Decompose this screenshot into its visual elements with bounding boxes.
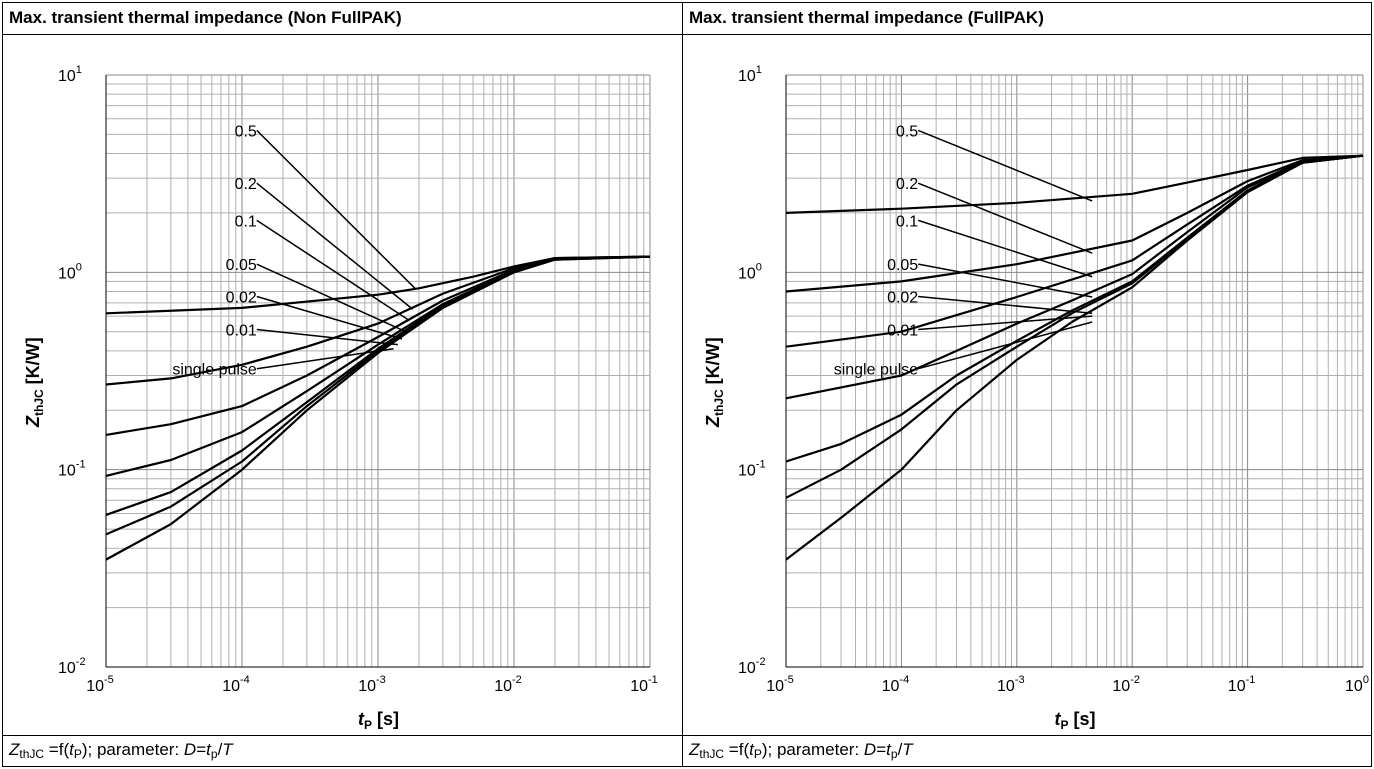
series-group [785, 154, 1364, 561]
series-line-0.02 [785, 154, 1364, 463]
footer-d: D [183, 740, 197, 759]
annotation-label: 0.01 [887, 322, 918, 339]
x-axis-title: tP [s] [358, 709, 399, 732]
annotation-label: 0.02 [887, 289, 918, 306]
y-tick-label: 10-1 [58, 459, 86, 480]
y-tick-label: 100 [58, 261, 82, 282]
panel-footer: ZthJC =f(tP); parameter: D=tp/T [3, 736, 682, 766]
x-tick-label: 10-5 [86, 674, 114, 695]
footer-d: D [863, 740, 877, 759]
series-line-0.05 [785, 154, 1364, 400]
x-tick-label: 10-3 [997, 674, 1025, 695]
annotation-leader [917, 182, 1093, 254]
x-tick-label: 10-5 [766, 674, 794, 695]
annotation-label: single pulse [834, 362, 919, 379]
footer-T: T [222, 740, 233, 759]
footer-z: Z [689, 740, 700, 759]
footer-z: Z [9, 740, 20, 759]
footer-tp: t [69, 740, 74, 759]
chart-fullpak: 10-5 10-4 10-3 10-2 10-1 100 10-2 10-1 100 101 tP … [683, 35, 1371, 736]
annotation-leader [256, 295, 403, 340]
annotation-leader [256, 328, 398, 346]
series-line-0.1 [785, 154, 1364, 348]
annotation-label: 0.02 [226, 289, 257, 306]
footer-eq2: = [196, 740, 207, 759]
footer-tp: t [749, 740, 754, 759]
footer-t2: t [886, 740, 891, 759]
x-tick-label: 10-3 [358, 674, 386, 695]
y-tick-label: 101 [738, 64, 762, 85]
y-axis-title: ZthJC [K/W] [23, 337, 46, 428]
chart-non-fullpak: 10-5 10-4 10-3 10-2 10-1 10-2 10-1 100 101 tP [s]… [3, 35, 682, 736]
footer-t2-sub: p [890, 747, 898, 761]
x-tick-label: 10-2 [494, 674, 522, 695]
annotation-leader [256, 348, 394, 370]
series-line-0.2 [785, 154, 1364, 293]
footer-tp-sub: P [753, 747, 762, 761]
series-line-0.5 [785, 154, 1364, 214]
footer-eq2: = [876, 740, 887, 759]
annotation-leader [918, 321, 1093, 370]
annotation-leader [256, 182, 414, 310]
panel-header: Max. transient thermal impedance (FullPA… [683, 3, 1371, 35]
annotation-leader [918, 295, 1093, 315]
chart-svg: 10-5 10-4 10-3 10-2 10-1 100 10-2 10-1 100 101 tP … [703, 64, 1369, 732]
annotation-label: 0.1 [896, 213, 918, 230]
x-tick-label: 10-1 [1228, 674, 1256, 695]
footer-mid: ); parameter: [81, 740, 184, 759]
annotation-leader [917, 219, 1093, 278]
x-tick-label: 100 [1345, 674, 1369, 695]
annotation-label: 0.5 [235, 123, 257, 140]
annotation-leader [918, 263, 1093, 298]
x-tick-label: 10-2 [1112, 674, 1140, 695]
x-tick-label: 10-4 [882, 674, 910, 695]
annotation-label: 0.05 [887, 257, 918, 274]
annotation-label: 0.01 [226, 322, 257, 339]
x-tick-label: 10-1 [630, 674, 658, 695]
y-tick-label: 10-1 [738, 459, 766, 480]
annotation-label: 0.1 [235, 213, 257, 230]
y-tick-label: 10-2 [58, 656, 86, 677]
annotation-leader [256, 219, 410, 322]
y-tick-label: 100 [738, 261, 762, 282]
grid [785, 74, 1364, 668]
annotation-label: 0.2 [896, 176, 918, 193]
annotation-leader [918, 315, 1093, 331]
footer-tp-sub: P [73, 747, 82, 761]
footer-slash: / [217, 740, 223, 759]
annotation-label: 0.2 [235, 176, 257, 193]
panel-header: Max. transient thermal impedance (Non Fu… [3, 3, 682, 35]
footer-z-sub: thJC [19, 747, 45, 761]
annotation-group: 0.5 0.2 0.1 0.05 0.02 0.01 single pulse [172, 123, 417, 379]
annotation-leader [256, 263, 407, 333]
footer-eq: =f( [724, 740, 750, 759]
y-tick-label: 101 [58, 64, 82, 85]
footer-eq: =f( [44, 740, 70, 759]
footer-mid: ); parameter: [761, 740, 864, 759]
chart-svg: 10-5 10-4 10-3 10-2 10-1 10-2 10-1 100 101 tP [s]… [23, 64, 658, 732]
annotation-leader [917, 129, 1093, 202]
footer-z-sub: thJC [699, 747, 725, 761]
annotation-group: 0.5 0.2 0.1 0.05 0.02 0.01 single pulse [834, 123, 1093, 379]
series-line-single-pulse [105, 255, 651, 561]
annotation-label: 0.05 [226, 257, 257, 274]
panel-non-fullpak: Max. transient thermal impedance (Non Fu… [3, 3, 683, 766]
x-tick-label: 10-4 [222, 674, 250, 695]
footer-T: T [902, 740, 913, 759]
y-axis-title: ZthJC [K/W] [703, 337, 726, 428]
panel-fullpak: Max. transient thermal impedance (FullPA… [683, 3, 1371, 766]
footer-slash: / [897, 740, 903, 759]
y-tick-label: 10-2 [738, 656, 766, 677]
footer-t2-sub: p [210, 747, 218, 761]
x-axis-title: tP [s] [1055, 709, 1096, 732]
panel-footer: ZthJC =f(tP); parameter: D=tp/T [683, 736, 1371, 766]
annotation-label: 0.5 [896, 123, 918, 140]
annotation-leader [256, 129, 417, 290]
series-line-single-pulse [785, 154, 1364, 561]
annotation-label: single pulse [172, 362, 257, 379]
footer-t2: t [206, 740, 211, 759]
